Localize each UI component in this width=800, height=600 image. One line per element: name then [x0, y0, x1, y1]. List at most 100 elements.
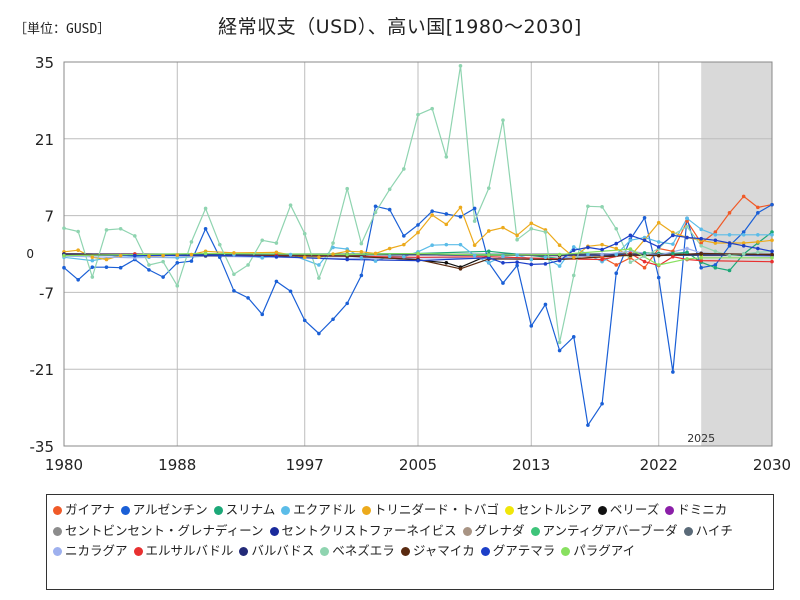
data-point [642, 259, 647, 264]
data-point [571, 245, 576, 249]
legend-marker [53, 526, 62, 536]
data-point [756, 233, 760, 237]
data-point [118, 226, 123, 231]
data-point [543, 262, 548, 266]
legend-label: グアテマラ [492, 543, 556, 558]
data-point [90, 265, 95, 269]
data-point [741, 233, 746, 237]
data-point [628, 238, 633, 243]
data-point [699, 243, 703, 248]
data-point [274, 250, 279, 255]
data-point [727, 243, 732, 248]
data-point [671, 242, 675, 246]
data-point [586, 252, 590, 257]
data-point [175, 284, 180, 288]
data-point [387, 246, 392, 251]
legend-label: ハイチ [695, 522, 733, 538]
data-point [147, 268, 151, 272]
data-point [699, 251, 703, 256]
data-point [345, 301, 350, 306]
data-point [161, 275, 165, 279]
y-tick-label: 21 [35, 131, 54, 149]
data-point [175, 256, 180, 260]
data-point [685, 257, 689, 261]
data-point [656, 245, 661, 249]
legend-label: ベネズエラ [332, 543, 395, 558]
legend-marker [120, 506, 130, 515]
data-point [402, 167, 406, 171]
data-point [430, 243, 434, 248]
legend-item: バルバドス [239, 541, 314, 562]
legend-label: アンティグアバーブーダ [542, 522, 678, 538]
data-point [62, 226, 66, 231]
data-point [472, 206, 477, 211]
legend-label: セントビンセント・グレナディーン [65, 522, 264, 538]
legend-item: ハイチ [683, 521, 733, 542]
x-tick-label: 1980 [45, 456, 83, 474]
data-point [600, 401, 604, 406]
data-point [458, 242, 463, 247]
data-point [487, 256, 491, 260]
legend-item: セントビンセント・グレナディーン [53, 521, 264, 542]
data-point [274, 241, 279, 245]
data-point [487, 186, 491, 190]
data-point [501, 281, 505, 285]
legend-marker [504, 506, 514, 515]
data-point [203, 206, 208, 211]
legend-marker [361, 506, 371, 515]
data-point [586, 423, 590, 427]
data-point [402, 234, 406, 238]
data-point [90, 258, 95, 263]
data-point [741, 241, 746, 245]
data-point [260, 238, 265, 243]
data-point [76, 229, 80, 234]
data-point [444, 242, 449, 247]
data-point [331, 317, 335, 322]
x-tick-label: 1988 [158, 456, 196, 474]
data-point [487, 249, 491, 254]
data-point [373, 204, 378, 209]
data-point [656, 240, 661, 244]
legend-label: アルゼンチン [132, 502, 208, 517]
data-point [472, 243, 477, 248]
legend-marker [239, 547, 249, 556]
data-point [600, 257, 604, 262]
data-point [600, 252, 604, 257]
data-point [274, 254, 279, 259]
data-point [416, 258, 420, 263]
series-points [62, 64, 774, 427]
data-point [671, 370, 675, 374]
data-point [203, 251, 208, 256]
data-point [175, 253, 180, 257]
data-point [741, 252, 746, 256]
data-point [260, 256, 265, 260]
data-point [671, 254, 675, 259]
data-point [628, 233, 633, 238]
data-point [345, 257, 350, 262]
data-point [387, 254, 392, 258]
data-point [586, 204, 590, 209]
data-point [614, 271, 619, 276]
data-point [699, 241, 703, 245]
legend-label: グレナダ [474, 522, 525, 538]
data-point [515, 237, 519, 242]
data-point [104, 257, 109, 262]
data-point [770, 259, 774, 264]
forecast-label: 2025 [687, 432, 715, 445]
data-point [76, 277, 80, 282]
data-point [586, 245, 590, 250]
data-point [713, 238, 718, 243]
y-tick-label: -7 [39, 284, 54, 302]
data-point [444, 212, 449, 216]
data-point [189, 252, 194, 257]
data-point [699, 265, 703, 270]
data-point [727, 211, 732, 215]
data-point [515, 263, 519, 268]
data-point [642, 254, 647, 258]
data-point [317, 255, 321, 260]
data-point [685, 219, 689, 223]
data-point [557, 348, 562, 353]
data-point [699, 256, 703, 260]
data-point [600, 205, 604, 209]
data-point [699, 227, 703, 232]
